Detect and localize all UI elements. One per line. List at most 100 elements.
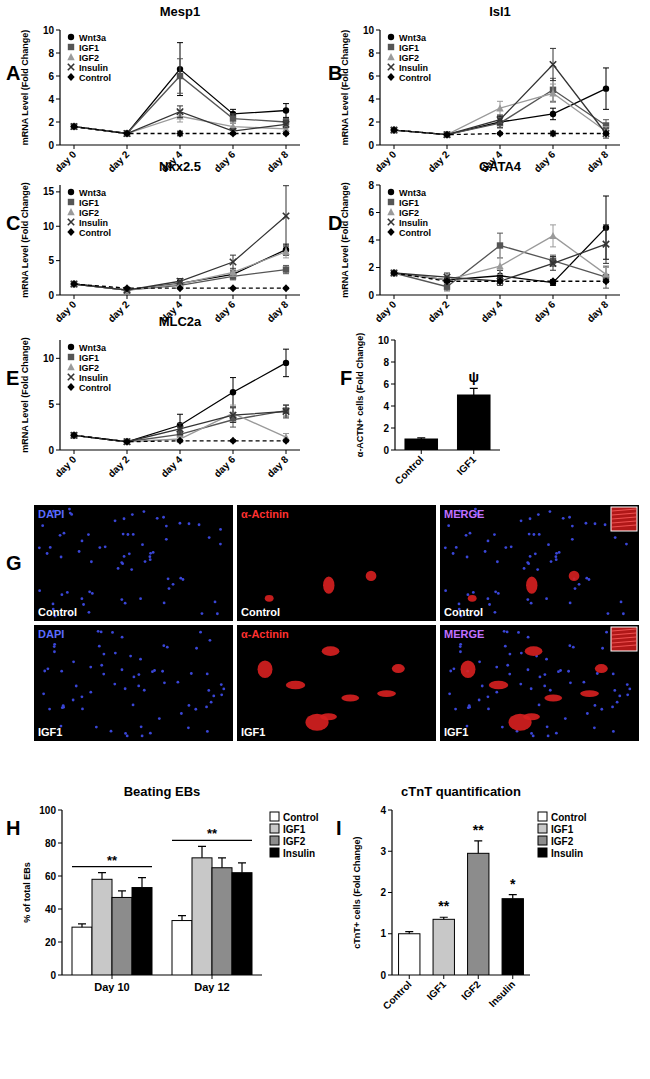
error-bar — [177, 423, 183, 434]
legend: Wnt3aIGF1IGF2InsulinControl — [67, 188, 111, 238]
legend-swatch — [270, 836, 279, 845]
annotation: ** — [438, 898, 449, 914]
condition-label: Control — [444, 606, 483, 618]
nucleus — [495, 666, 498, 669]
error-bar — [98, 873, 106, 880]
y-tick-label: 0 — [48, 290, 54, 301]
y-tick — [376, 185, 380, 186]
nucleus — [165, 525, 168, 528]
y-tick-label: 2 — [383, 423, 389, 434]
marker — [230, 259, 236, 265]
inset-striation — [612, 637, 636, 639]
marker — [123, 130, 130, 137]
nucleus — [121, 636, 124, 639]
nucleus — [626, 693, 629, 696]
y-tick-label: 8 — [383, 357, 389, 368]
nucleus — [220, 683, 223, 686]
marker — [391, 127, 397, 133]
y-tick — [56, 191, 60, 192]
nucleus — [219, 543, 222, 546]
x-tick — [394, 295, 395, 299]
x-tick-label: day 8 — [585, 298, 611, 324]
nucleus — [530, 602, 533, 605]
error-bar — [509, 895, 517, 899]
marker — [390, 269, 397, 276]
panel-label: G — [6, 552, 22, 574]
nucleus — [626, 683, 629, 686]
nucleus — [129, 655, 132, 658]
nucleus — [530, 732, 533, 735]
nucleus — [469, 532, 472, 535]
y-axis-label: cTnT+ cells (Fold Change) — [352, 836, 362, 948]
marker — [71, 432, 77, 438]
nucleus — [81, 695, 84, 698]
legend-label: IGF2 — [79, 208, 99, 218]
nucleus — [494, 611, 497, 614]
error-bar — [138, 878, 146, 888]
y-tick-label: 15 — [43, 186, 55, 197]
error-bar — [230, 378, 236, 407]
x-tick-label: IGF1 — [425, 978, 449, 1002]
channel-label: MERGE — [444, 628, 484, 640]
marker — [444, 131, 450, 137]
nucleus — [149, 732, 152, 735]
x-tick — [233, 145, 234, 149]
legend-label: Insulin — [79, 373, 108, 383]
nucleus — [152, 551, 155, 554]
marker — [229, 437, 236, 445]
legend-label: IGF1 — [551, 824, 574, 835]
line-chart: CNkx2.5mRNA Level (Fold Change)051015day… — [6, 159, 300, 325]
x-tick — [500, 295, 501, 299]
nucleus — [555, 552, 558, 555]
x-tick-label: day 4 — [479, 298, 505, 324]
y-axis-label: α-ACTN+ cells (Fold Change) — [355, 333, 365, 457]
inset-striation — [612, 517, 636, 519]
marker — [67, 228, 74, 236]
x-tick-label: Day 10 — [94, 981, 129, 993]
chart-title: Nkx2.5 — [159, 159, 201, 174]
nucleus — [568, 644, 571, 647]
error-bar — [405, 932, 413, 934]
micrograph-bg — [237, 625, 436, 741]
marker — [443, 277, 450, 285]
actinin-cell — [323, 577, 334, 594]
nucleus — [550, 560, 553, 563]
error-bar — [440, 917, 448, 919]
marker — [230, 115, 236, 121]
y-axis-label: mRNA Level (Fold Change) — [20, 30, 30, 146]
nucleus — [158, 717, 161, 720]
condition-label: IGF1 — [241, 726, 265, 738]
nucleus — [143, 689, 146, 692]
nucleus — [162, 516, 165, 519]
nucleus — [594, 522, 597, 525]
x-tick — [180, 295, 181, 299]
marker — [282, 284, 289, 292]
x-tick-label: day 0 — [53, 453, 79, 479]
error-bar — [177, 106, 183, 118]
marker — [388, 64, 394, 70]
nucleus — [493, 533, 496, 536]
nucleus — [195, 647, 198, 650]
plot-area — [405, 388, 490, 450]
marker — [124, 439, 130, 445]
nucleus — [162, 644, 165, 647]
y-tick — [388, 810, 392, 811]
x-tick — [286, 145, 287, 149]
micrograph: DAPI IGF1 — [34, 625, 233, 741]
channel-label: DAPI — [38, 628, 64, 640]
x-tick — [443, 975, 444, 979]
marker — [391, 127, 397, 133]
nucleus — [89, 691, 92, 694]
nucleus — [199, 631, 202, 634]
y-tick — [376, 145, 380, 146]
nucleus — [198, 523, 201, 526]
nucleus — [206, 730, 209, 733]
nucleus — [564, 717, 567, 720]
legend-label: Wnt3a — [79, 343, 107, 353]
y-tick — [391, 384, 395, 385]
condition-label: IGF1 — [38, 726, 62, 738]
y-tick — [376, 212, 380, 213]
y-tick-label: 0 — [383, 445, 389, 456]
nucleus — [523, 567, 526, 570]
series-line — [394, 93, 606, 134]
